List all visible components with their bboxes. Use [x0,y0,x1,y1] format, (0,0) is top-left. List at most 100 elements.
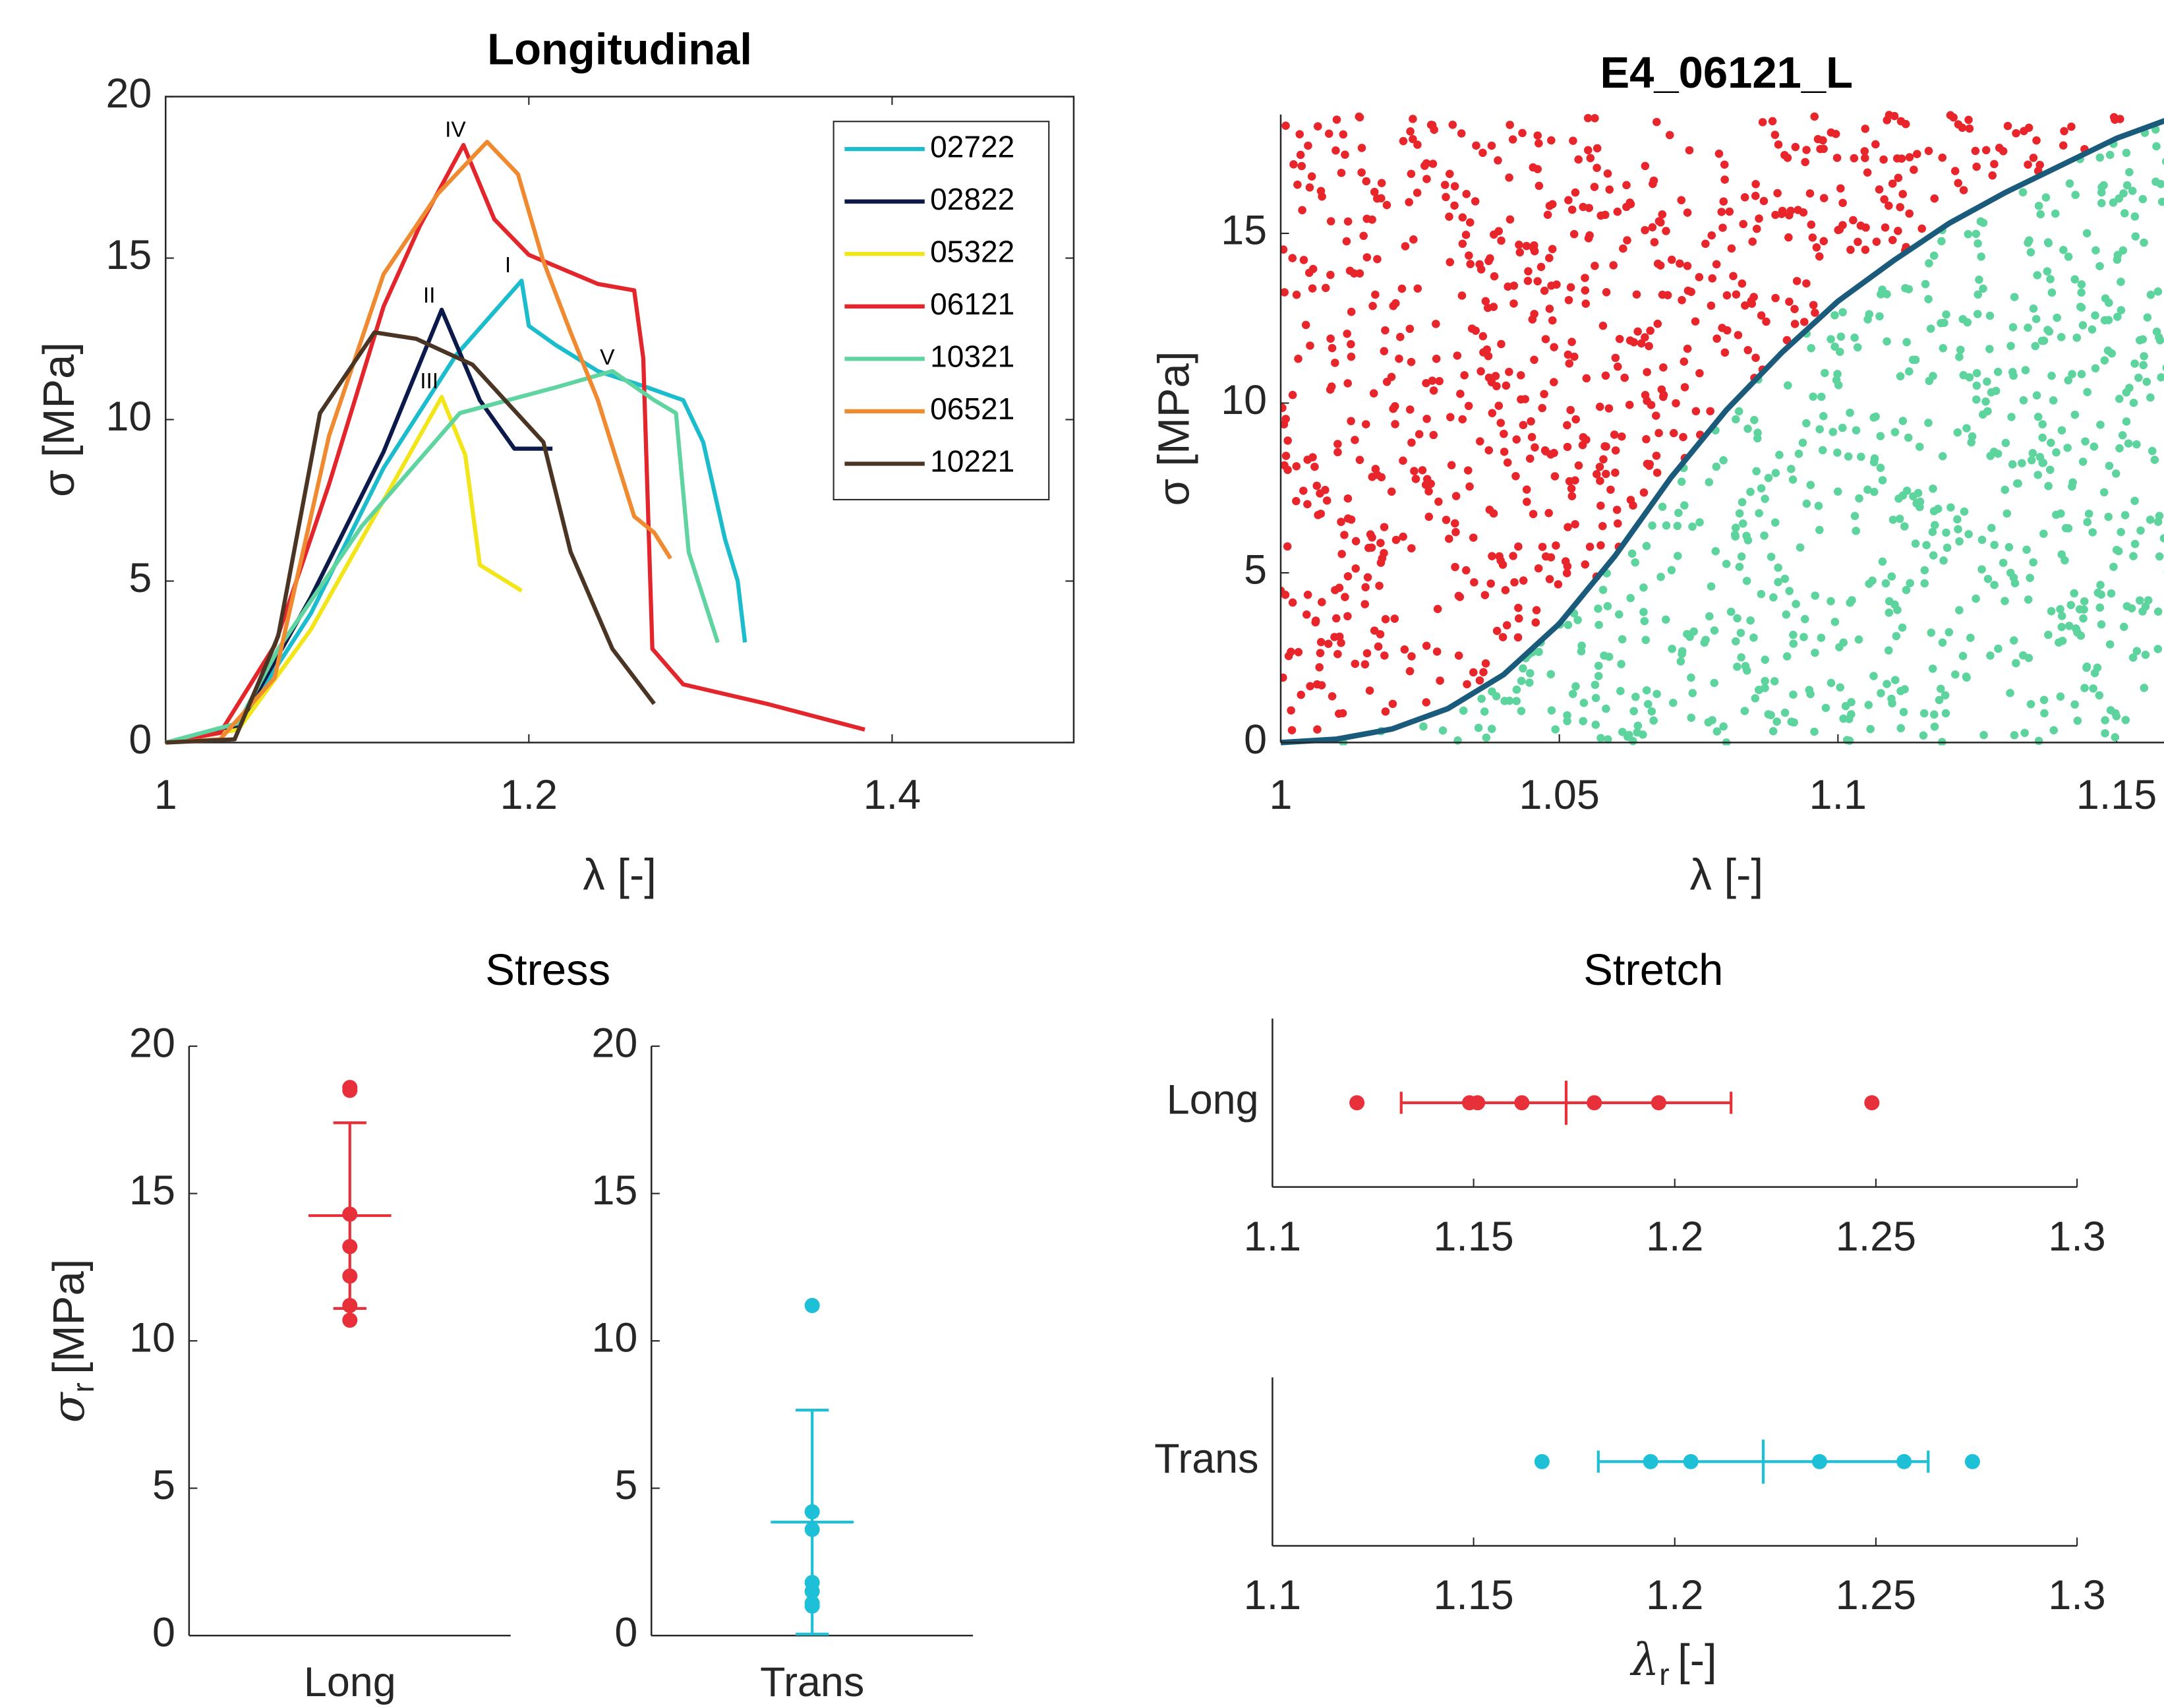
scatter-dot [2122,148,2131,158]
scatter-dot [1962,673,1971,682]
scatter-dot [1929,485,1937,493]
scatter-dot [2105,150,2115,160]
scatter-dot [1531,443,1539,452]
scatter-dot [1913,150,1921,158]
scatter-dot [1591,680,1600,690]
scatter-dot [1595,462,1604,471]
label-unit: [MPa] [44,1259,94,1374]
scatter-dot [1446,413,1455,422]
scatter-dot [2111,733,2120,742]
scatter-dot [1963,318,1972,327]
legend-box [833,121,1050,500]
scatter-dot [1707,582,1716,591]
scatter-dot [1988,171,1997,180]
scatter-dot [1355,113,1364,122]
scatter-dot [1552,541,1560,550]
scatter-dot [1938,153,1947,162]
scatter-dot [1738,279,1747,288]
scatter-dot [1502,381,1511,390]
scatter-dot [1343,494,1353,503]
scatter-dot [1481,297,1490,306]
scatter-dot [1674,552,1682,560]
scatter-dot [2047,371,2056,380]
scatter-dot [1289,160,1298,169]
scatter-dot [1567,492,1577,501]
scatter-dot [1674,508,1683,517]
scatter-dot [1337,168,1346,177]
scatter-dot [2057,622,2066,632]
scatter-dot [1502,621,1511,630]
scatter-dot [1680,357,1689,366]
scatter-dot [2157,197,2164,206]
scatter-dot [1863,315,1872,324]
scatter-dot [1670,428,1678,438]
scatter-dot [1474,723,1483,732]
scatter-dot [1917,224,1926,233]
scatter-dot [1838,198,1847,208]
scatter-dot [1380,651,1389,660]
scatter-dot [1497,339,1506,349]
scatter-dot [2162,364,2164,371]
scatter-dot [1706,407,1714,416]
scatter-dot [1642,686,1651,695]
scatter-dot [1482,345,1492,354]
x-tick-label: 1.1 [1244,1214,1301,1260]
scatter-dot [1739,220,1748,229]
scatter-dot [1530,310,1538,318]
scatter-dot [2008,323,2018,332]
scatter-dot [1950,167,1960,175]
scatter-dot [1618,635,1627,644]
scatter-dot [1972,395,1981,404]
scatter-dot [1902,585,1911,595]
scatter-dot [2070,589,2078,598]
scatter-dot [1683,262,1692,270]
scatter-dot [1733,614,1741,623]
scatter-dot [1567,484,1576,493]
scatter-dot [1676,259,1684,268]
scatter-dot [1603,169,1612,178]
scatter-dot [1602,469,1610,479]
scatter-dot [1983,377,1991,386]
scatter-dot [1611,353,1620,363]
scatter-dot [1645,461,1654,470]
scatter-dot [1805,189,1815,198]
scatter-dot [1652,411,1660,420]
scatter-dot [1478,148,1487,158]
scatter-dot [1667,566,1676,575]
scatter-dot [2155,512,2164,520]
scatter-dot [1740,193,1749,202]
scatter-dot [2105,640,2115,649]
scatter-dot [1343,514,1353,523]
scatter-dot [2090,442,2099,451]
scatter-dot [1579,202,1587,212]
scatter-dot [1527,432,1536,442]
scatter-dot [1351,537,1360,546]
scatter-dot [1861,223,1870,232]
scatter-dot [1311,616,1320,625]
scatter-dot [1990,581,1999,589]
scatter-dot [1409,115,1417,123]
scatter-dot [1450,201,1459,210]
scatter-dot [1418,466,1427,475]
scatter-dot [1531,618,1540,627]
scatter-dot [1807,220,1816,229]
scatter-dot [1471,197,1480,206]
scatter-dot [1629,707,1638,716]
scatter-dot [1337,550,1346,558]
scatter-dot [2075,604,2084,614]
scatter-dot [1652,690,1661,699]
scatter-dot [1614,519,1622,528]
scatter-dot [2046,275,2055,283]
data-point [1964,1454,1980,1469]
legend-label: 10321 [930,339,1014,374]
scatter-dot [2033,413,2043,421]
scatter-dot [1999,558,2008,568]
scatter-dot [2095,603,2105,612]
scatter-dot [1333,448,1342,457]
scatter-dot [1659,363,1668,372]
scatter-dot [1506,215,1515,224]
scatter-dot [2032,391,2041,400]
scatter-dot [1904,433,1913,442]
y-tick-label: 5 [129,555,152,601]
scatter-dot [1890,600,1899,609]
